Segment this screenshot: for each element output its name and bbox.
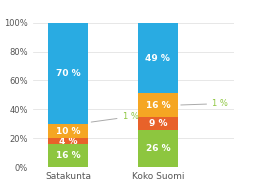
Text: 1 %: 1 % [181, 99, 228, 108]
Bar [48, 124, 88, 138]
Text: 16 %: 16 % [56, 151, 81, 160]
Text: 10 %: 10 % [56, 127, 81, 136]
Bar [48, 144, 88, 167]
Text: 9 %: 9 % [149, 119, 167, 128]
Text: 1 %: 1 % [91, 112, 138, 122]
Bar [48, 138, 88, 144]
Text: 4 %: 4 % [59, 137, 77, 146]
Bar [138, 130, 178, 167]
Bar [138, 117, 178, 130]
Bar [138, 93, 178, 117]
Bar [138, 23, 178, 93]
Text: 70 %: 70 % [56, 69, 81, 78]
Bar [48, 23, 88, 124]
Text: 16 %: 16 % [146, 101, 170, 110]
Text: 49 %: 49 % [145, 54, 170, 63]
Text: 26 %: 26 % [146, 144, 170, 153]
